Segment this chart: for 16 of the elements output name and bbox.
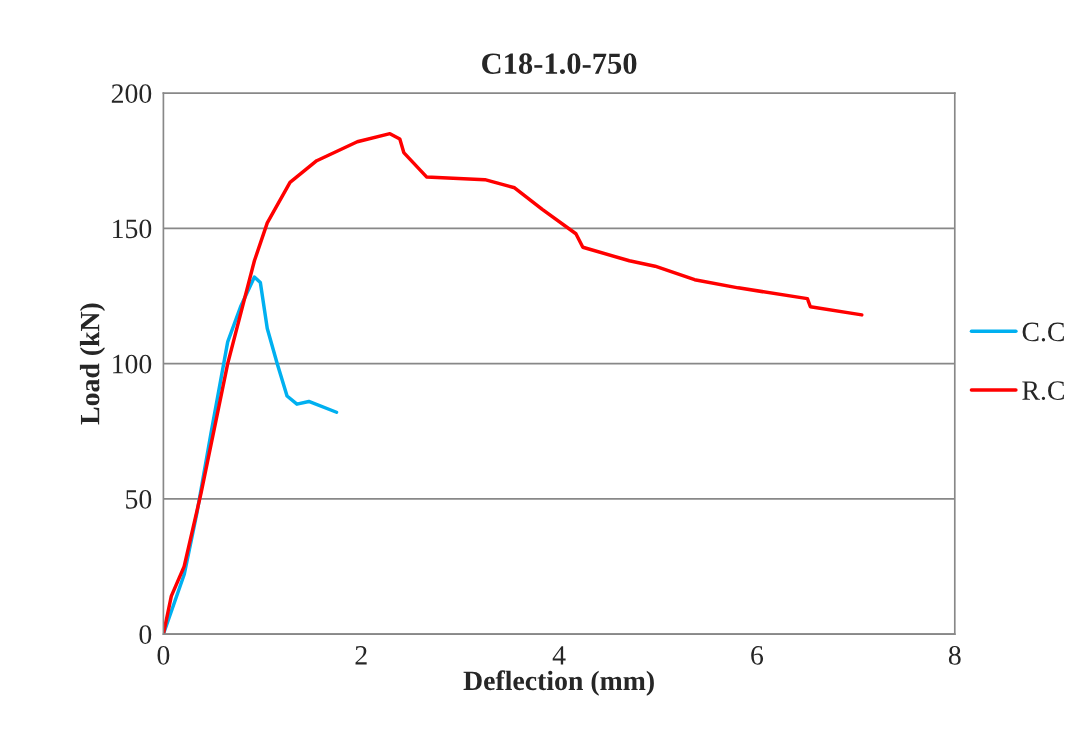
legend-label: R.C xyxy=(1022,381,1064,401)
x-tick-label: 0 xyxy=(157,645,170,665)
line-series xyxy=(163,131,864,635)
y-tick-label: 150 xyxy=(113,219,152,239)
y-tick-label: 0 xyxy=(139,625,152,644)
y-tick-label: 200 xyxy=(111,84,152,103)
y-axis-title: Load (kN) xyxy=(79,303,106,425)
y-tick-label: 100 xyxy=(113,354,152,374)
legend-label: C.C xyxy=(1022,322,1064,342)
x-tick-label: 2 xyxy=(355,646,367,665)
x-axis-title: Deflection (mm) xyxy=(463,670,654,696)
x-tick-label: 8 xyxy=(948,645,961,665)
y-tick-label: 50 xyxy=(126,489,152,509)
x-tick-label: 4 xyxy=(552,646,566,665)
chart-title: C18-1.0-750 xyxy=(482,53,637,75)
x-tick-label: 6 xyxy=(751,646,764,665)
